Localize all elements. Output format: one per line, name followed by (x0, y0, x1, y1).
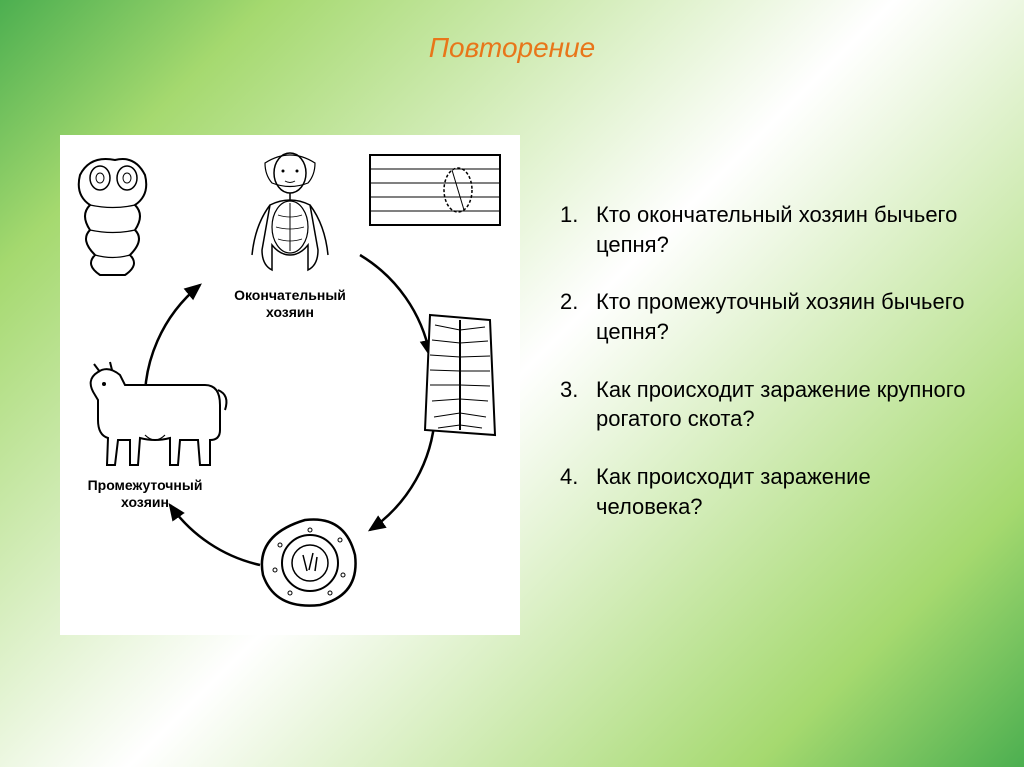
question-item: Как происходит заражение человека? (560, 462, 980, 521)
question-item: Как происходит заражение крупного рогато… (560, 375, 980, 434)
question-item: Кто промежуточный хозяин бычьего цепня? (560, 287, 980, 346)
final-host-label-2: хозяин (266, 304, 314, 320)
question-list: Кто окончательный хозяин бычьего цепня? … (560, 200, 980, 550)
intermediate-host-label-2: хозяин (121, 494, 169, 510)
final-host-label-1: Окончательный (234, 287, 346, 303)
human-torso-icon (252, 153, 328, 270)
slide-title: Повторение (0, 32, 1024, 64)
scolex-icon (79, 159, 147, 275)
proglottid-icon (425, 315, 495, 435)
intermediate-host-label-1: Промежуточный (88, 477, 203, 493)
infected-meat-icon (370, 155, 500, 225)
cow-icon (91, 362, 227, 465)
question-item: Кто окончательный хозяин бычьего цепня? (560, 200, 980, 259)
lifecycle-diagram: Окончательный хозяин (60, 135, 520, 635)
egg-oncosphere-icon (262, 519, 356, 605)
